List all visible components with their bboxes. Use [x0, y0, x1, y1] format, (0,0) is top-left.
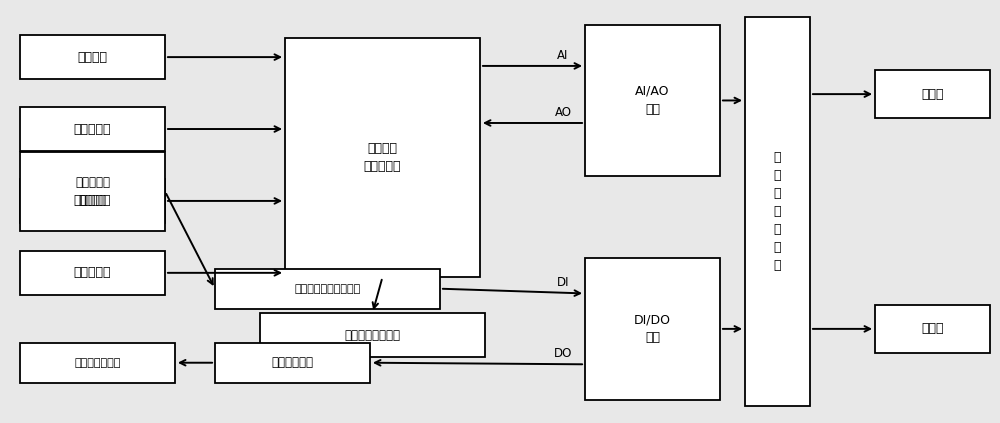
Text: 先导型比例溢流阀: 先导型比例溢流阀	[344, 329, 400, 342]
Text: 增压缸限位
开关按钮: 增压缸限位 开关按钮	[75, 176, 110, 207]
Text: AO: AO	[554, 106, 572, 119]
Bar	[20, 152, 165, 231]
Bar	[875, 305, 990, 353]
Text: 流量传感器: 流量传感器	[74, 266, 111, 279]
Text: AI: AI	[557, 49, 569, 62]
Text: 力传感器: 力传感器	[78, 51, 108, 63]
Bar	[215, 343, 370, 383]
Text: 电磁阀操作指示: 电磁阀操作指示	[74, 358, 121, 368]
Text: 力矩传感器: 力矩传感器	[74, 123, 111, 135]
Bar	[585, 25, 720, 176]
Bar	[20, 179, 165, 223]
Text: 信号处理和接线端子板: 信号处理和接线端子板	[294, 284, 361, 294]
Bar	[20, 35, 165, 80]
Text: 显示器: 显示器	[921, 322, 944, 335]
Text: DO: DO	[554, 347, 572, 360]
Text: DI: DI	[557, 276, 569, 289]
Text: 工
业
控
制
计
算
机: 工 业 控 制 计 算 机	[774, 151, 781, 272]
Bar	[215, 269, 440, 309]
Bar	[745, 17, 810, 406]
Bar	[260, 313, 485, 357]
Text: 打印机: 打印机	[921, 88, 944, 101]
Bar	[285, 38, 480, 277]
Text: DI/DO
模块: DI/DO 模块	[634, 313, 671, 344]
Text: 继电器端子板: 继电器端子板	[272, 356, 314, 369]
Text: AI/AO
模块: AI/AO 模块	[635, 85, 670, 116]
Bar	[20, 250, 165, 295]
Bar	[20, 343, 175, 383]
Bar	[875, 70, 990, 118]
Text: 信号处理
接线端子板: 信号处理 接线端子板	[364, 142, 401, 173]
Bar	[585, 258, 720, 400]
Bar	[20, 107, 165, 151]
Text: 压力传感器: 压力传感器	[74, 195, 111, 207]
